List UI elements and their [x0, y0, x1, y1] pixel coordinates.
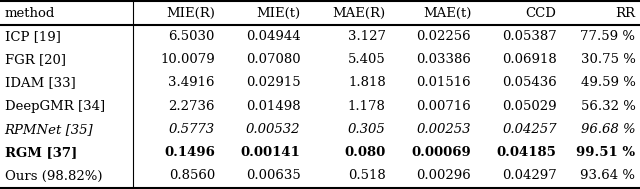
Text: 0.1496: 0.1496: [164, 146, 215, 159]
Text: 1.818: 1.818: [348, 76, 386, 89]
Text: 0.04185: 0.04185: [497, 146, 557, 159]
Text: 0.00069: 0.00069: [412, 146, 471, 159]
Text: RPMNet [35]: RPMNet [35]: [4, 123, 93, 136]
Text: 0.05387: 0.05387: [502, 30, 557, 43]
Text: 0.04297: 0.04297: [502, 170, 557, 182]
Text: 0.080: 0.080: [344, 146, 386, 159]
Text: 0.00716: 0.00716: [417, 100, 471, 113]
Text: 2.2736: 2.2736: [168, 100, 215, 113]
Text: 77.59 %: 77.59 %: [580, 30, 636, 43]
Text: IDAM [33]: IDAM [33]: [4, 76, 76, 89]
Text: MAE(R): MAE(R): [333, 7, 386, 19]
Text: 0.04257: 0.04257: [502, 123, 557, 136]
Text: 3.4916: 3.4916: [168, 76, 215, 89]
Text: 0.00253: 0.00253: [417, 123, 471, 136]
Text: 0.07080: 0.07080: [246, 53, 300, 66]
Text: 0.01498: 0.01498: [246, 100, 300, 113]
Text: RGM [37]: RGM [37]: [4, 146, 77, 159]
Text: 0.06918: 0.06918: [502, 53, 557, 66]
Text: 0.05436: 0.05436: [502, 76, 557, 89]
Text: 0.518: 0.518: [348, 170, 386, 182]
Text: 99.51 %: 99.51 %: [576, 146, 636, 159]
Text: 0.5773: 0.5773: [169, 123, 215, 136]
Text: FGR [20]: FGR [20]: [4, 53, 65, 66]
Text: CCD: CCD: [525, 7, 557, 19]
Text: 0.04944: 0.04944: [246, 30, 300, 43]
Text: 49.59 %: 49.59 %: [580, 76, 636, 89]
Text: 56.32 %: 56.32 %: [580, 100, 636, 113]
Text: MIE(R): MIE(R): [166, 7, 215, 19]
Text: 10.0079: 10.0079: [160, 53, 215, 66]
Text: MAE(t): MAE(t): [423, 7, 471, 19]
Text: Ours (98.82%): Ours (98.82%): [4, 170, 102, 182]
Text: 0.305: 0.305: [348, 123, 386, 136]
Text: 0.01516: 0.01516: [417, 76, 471, 89]
Text: DeepGMR [34]: DeepGMR [34]: [4, 100, 105, 113]
Text: 30.75 %: 30.75 %: [580, 53, 636, 66]
Text: 0.02915: 0.02915: [246, 76, 300, 89]
Text: 0.03386: 0.03386: [416, 53, 471, 66]
Text: 0.00532: 0.00532: [246, 123, 300, 136]
Text: ICP [19]: ICP [19]: [4, 30, 60, 43]
Text: 0.05029: 0.05029: [502, 100, 557, 113]
Text: 0.02256: 0.02256: [417, 30, 471, 43]
Text: 0.00141: 0.00141: [241, 146, 300, 159]
Text: method: method: [4, 7, 55, 19]
Text: 3.127: 3.127: [348, 30, 386, 43]
Text: 6.5030: 6.5030: [168, 30, 215, 43]
Text: 93.64 %: 93.64 %: [580, 170, 636, 182]
Text: RR: RR: [616, 7, 636, 19]
Text: 0.00635: 0.00635: [246, 170, 300, 182]
Text: 1.178: 1.178: [348, 100, 386, 113]
Text: 5.405: 5.405: [348, 53, 386, 66]
Text: 96.68 %: 96.68 %: [581, 123, 636, 136]
Text: MIE(t): MIE(t): [256, 7, 300, 19]
Text: 0.8560: 0.8560: [169, 170, 215, 182]
Text: 0.00296: 0.00296: [417, 170, 471, 182]
